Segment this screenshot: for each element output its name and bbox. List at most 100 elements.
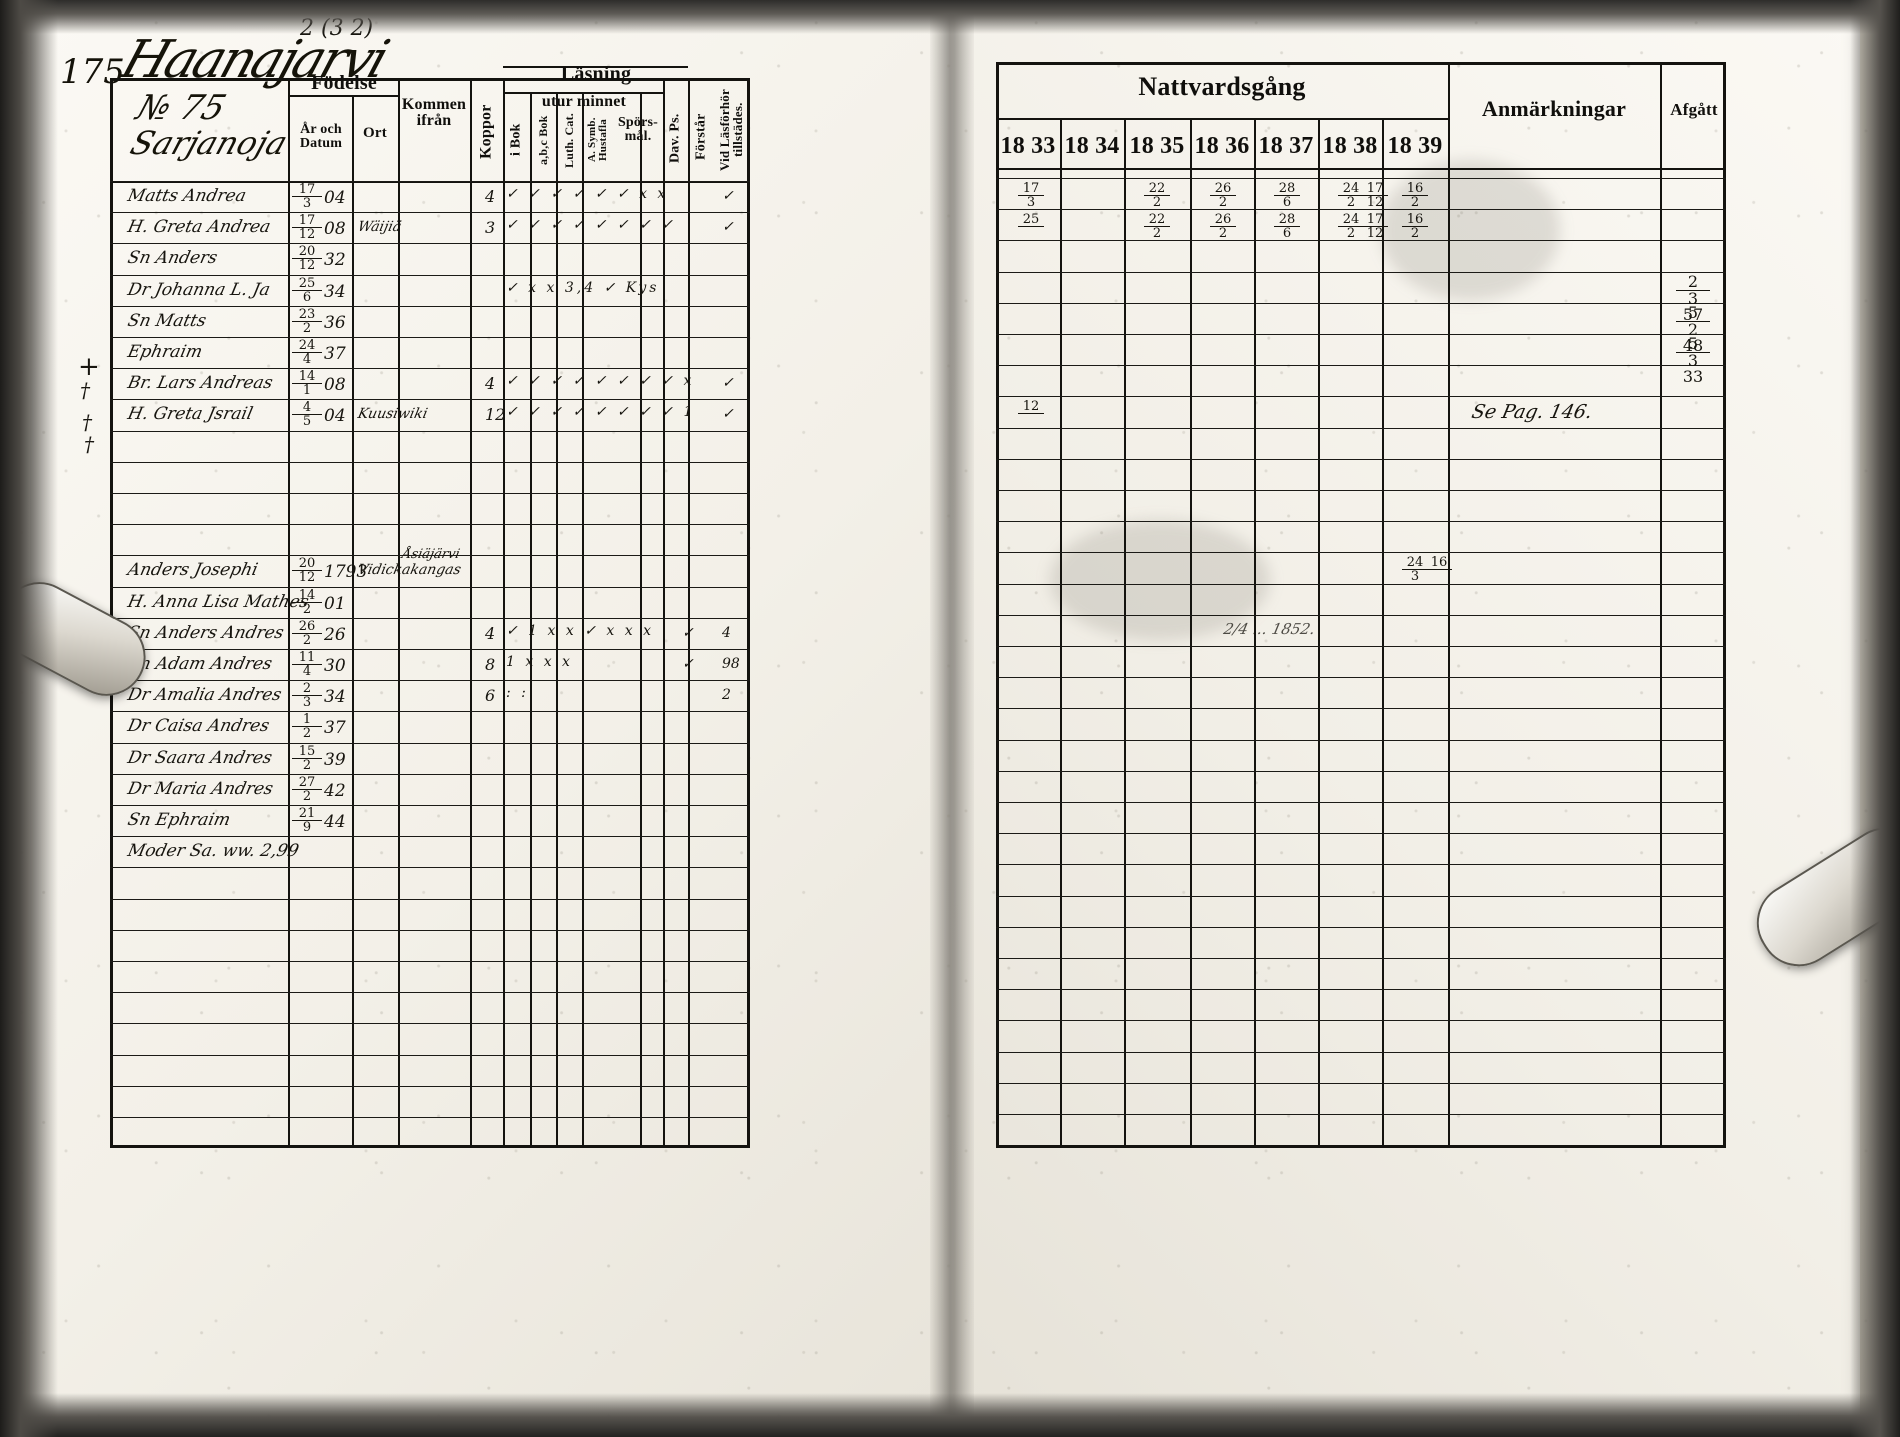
- row-rule-right: [996, 490, 1726, 491]
- nattvardsgang-entry: 17 12: [1362, 213, 1388, 240]
- row-rule-right: [996, 646, 1726, 647]
- row-birth-year: 34: [324, 687, 346, 708]
- row-name: Dr Johanna L. Ja: [125, 279, 272, 300]
- col-line-afgatt: [1660, 62, 1662, 1148]
- row-birth-year: 37: [324, 718, 346, 739]
- header-afgatt: Afgått: [1670, 100, 1718, 120]
- row-ort: Vidickakangas: [356, 562, 463, 579]
- row-name: Ephraim: [125, 342, 205, 362]
- hdr-line-fodelse: [288, 95, 398, 97]
- row-birth-date: 25 6: [292, 277, 322, 304]
- nattvardsgang-entry: 22 2: [1144, 182, 1170, 209]
- row-koppor: 4: [485, 623, 496, 643]
- nattvardsgang-entry: 16 2: [1402, 182, 1428, 209]
- right-table: [996, 62, 1726, 1148]
- row-lasning-marks: ✓ ✓ ✓ ✓ ✓ ✓ ✓ ✓ x: [506, 373, 695, 390]
- year-label-1833: 18 33: [1000, 132, 1056, 159]
- left-page-paper: [30, 14, 950, 1414]
- col-line-forstar: [688, 78, 690, 1148]
- row-name: Dr Amalia Andres: [125, 685, 284, 706]
- row-rule-left: [110, 305, 750, 307]
- header-abc-bok: a,b,c Bok: [535, 115, 550, 165]
- row-rule-left: [110, 524, 750, 526]
- hdr-line-nattvardsgang: [996, 118, 1448, 120]
- nattvardsgang-entry: 24 3: [1402, 556, 1428, 583]
- row-ort: Kuusiwiki: [356, 406, 429, 423]
- row-rule-right: [996, 178, 1726, 179]
- row-koppor: 4: [485, 374, 496, 394]
- row-rule-right: [996, 209, 1726, 211]
- row-rule-left: [110, 680, 750, 682]
- header-lasning: Läsning: [560, 62, 632, 85]
- year-label-1834: 18 34: [1064, 132, 1120, 159]
- row-rule-right: [996, 427, 1726, 429]
- row-forstar: ✓: [682, 624, 694, 641]
- nattvardsgang-entry: 26 2: [1210, 182, 1236, 209]
- row-birth-year: 30: [324, 656, 346, 676]
- row-vid-lasforhor: ✓: [722, 375, 734, 392]
- header-sporsmal: Spörs- mål.: [617, 114, 659, 144]
- row-rule-right: [996, 302, 1726, 304]
- row-rule-left: [110, 243, 750, 245]
- year-label-1837: 18 37: [1258, 132, 1314, 159]
- col-line-ibok: [503, 78, 505, 1148]
- row-rule-right: [996, 458, 1726, 460]
- row-rule-right: [996, 521, 1726, 523]
- col-line-luthcat: [556, 92, 558, 1148]
- col-line-1839: [1382, 118, 1384, 1148]
- col-line-asymb: [582, 92, 584, 1148]
- row-rule-left: [110, 430, 750, 432]
- row-birth-date: 17 3: [292, 183, 322, 210]
- row-name: Dr Saara Andres: [125, 747, 274, 768]
- row-name: Dr Maria Andres: [125, 778, 275, 799]
- header-fodelse: Födelse: [311, 71, 377, 94]
- header-ort: Ort: [363, 125, 387, 142]
- col-line-koppor: [470, 78, 472, 1148]
- row-rule-left: [110, 742, 750, 744]
- row-vid-lasforhor: 2: [722, 687, 731, 704]
- row-rule-left: [110, 961, 750, 962]
- year-label-1838: 18 38: [1322, 132, 1378, 159]
- row-birth-year: 04: [324, 188, 346, 208]
- row-rule-left: [110, 649, 750, 650]
- nattvardsgang-entry: 24 2: [1338, 213, 1364, 240]
- hdr-bottom-line-left: [110, 181, 750, 183]
- row-vid-lasforhor: 4: [722, 624, 731, 641]
- row-rule-right: [996, 802, 1726, 803]
- row-birth-date: 23 2: [292, 308, 322, 335]
- row-name: Sn Matts: [125, 310, 209, 331]
- row-birth-year: 04: [324, 406, 346, 427]
- row-rule-left: [110, 1023, 750, 1025]
- col-line-sporsmal: [640, 92, 642, 1148]
- row-birth-date: 14 1: [292, 370, 322, 397]
- row-name: Sn Adam Andres: [125, 654, 274, 674]
- row-birth-year: 08: [324, 375, 346, 396]
- header-nattvardsgang: Nattvardsgång: [1138, 71, 1306, 101]
- col-line-1837: [1254, 118, 1256, 1148]
- row-koppor: 12: [485, 405, 506, 425]
- row-rule-right: [996, 334, 1726, 335]
- paper-smudge: [1050, 520, 1270, 640]
- nattvardsgang-entry: 17 12: [1362, 182, 1388, 209]
- anmarkning-note-extra: 2/4 ... 1852.: [1222, 620, 1317, 638]
- row-forstar: ✓: [682, 656, 694, 672]
- row-rule-right: [996, 365, 1726, 367]
- row-name: Dr Caisa Andres: [125, 716, 272, 737]
- col-line-fodelse: [288, 78, 290, 1148]
- row-vid-lasforhor: ✓: [722, 219, 734, 236]
- row-rule-right: [996, 1114, 1726, 1115]
- row-rule-right: [996, 989, 1726, 991]
- row-rule-left: [110, 867, 750, 869]
- header-kommen-ifran: Kommen ifrån: [401, 95, 467, 129]
- row-rule-left: [110, 274, 750, 276]
- col-line-kommen: [398, 78, 400, 1148]
- row-lasning-marks: : :: [506, 685, 529, 702]
- row-name: Sn Anders Andres: [125, 622, 286, 643]
- row-rule-right: [996, 926, 1726, 928]
- row-rule-left: [110, 1085, 750, 1087]
- row-rule-right: [996, 240, 1726, 242]
- row-rule-right: [996, 1020, 1726, 1022]
- row-birth-date: 14 2: [292, 589, 322, 616]
- row-koppor: 3: [485, 218, 496, 238]
